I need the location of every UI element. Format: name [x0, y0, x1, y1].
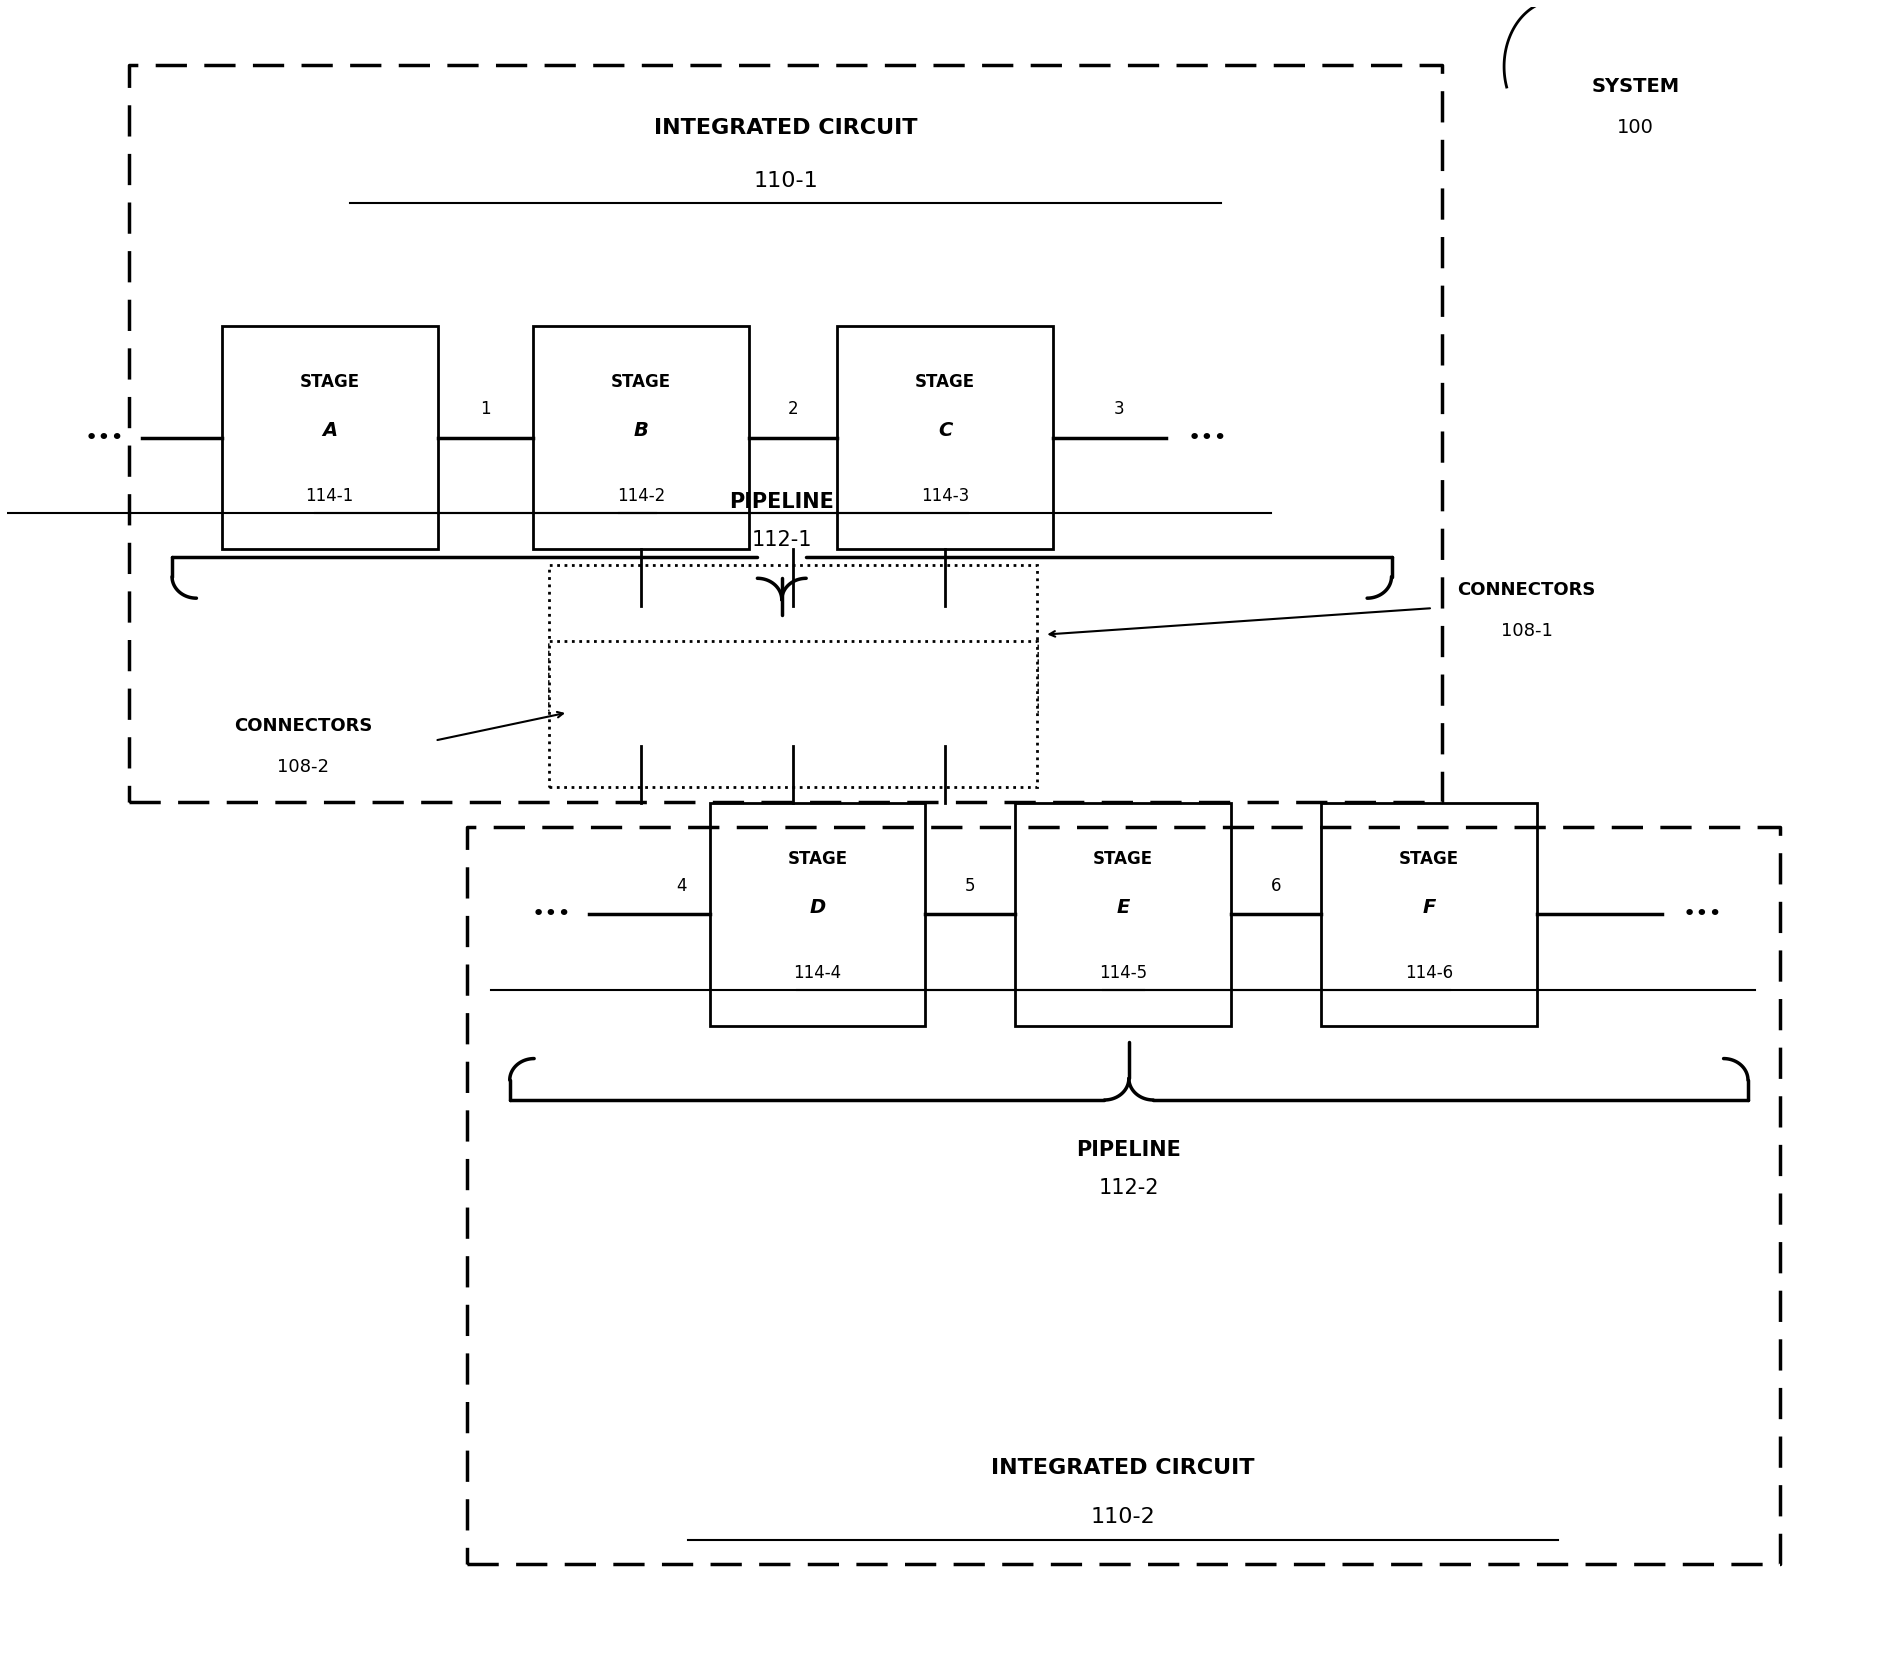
Text: D: D [808, 898, 825, 917]
Text: 114-5: 114-5 [1099, 964, 1147, 982]
Text: CONNECTORS: CONNECTORS [1456, 581, 1594, 600]
Text: STAGE: STAGE [300, 372, 359, 391]
Bar [1320, 803, 1536, 1027]
Text: 110-1: 110-1 [752, 170, 818, 190]
Text: •••: ••• [1683, 905, 1723, 925]
Bar [533, 326, 748, 549]
Text: A: A [321, 421, 336, 441]
Text: 114-4: 114-4 [793, 964, 841, 982]
Bar [748, 606, 837, 670]
Bar [595, 683, 686, 745]
Text: 114-6: 114-6 [1404, 964, 1453, 982]
Bar [550, 564, 1037, 711]
Text: 3: 3 [1115, 401, 1124, 419]
Text: 108-2: 108-2 [278, 758, 329, 777]
Bar [899, 683, 990, 745]
Text: INTEGRATED CIRCUIT: INTEGRATED CIRCUIT [992, 1458, 1254, 1478]
Bar [748, 683, 837, 745]
Text: E: E [1116, 898, 1130, 917]
Text: STAGE: STAGE [788, 850, 846, 868]
Text: 100: 100 [1617, 119, 1653, 137]
Bar [708, 803, 926, 1027]
Text: 108-1: 108-1 [1500, 623, 1551, 640]
Text: PIPELINE: PIPELINE [1077, 1139, 1181, 1159]
Text: 110-2: 110-2 [1090, 1508, 1154, 1528]
Text: STAGE: STAGE [1398, 850, 1458, 868]
Text: STAGE: STAGE [1092, 850, 1152, 868]
Bar [837, 326, 1052, 549]
Bar [550, 641, 1037, 787]
Text: SYSTEM: SYSTEM [1591, 77, 1679, 95]
Text: C: C [937, 421, 952, 441]
Text: STAGE: STAGE [914, 372, 975, 391]
Text: CONNECTORS: CONNECTORS [234, 716, 372, 735]
Text: •••: ••• [531, 905, 570, 925]
Text: 4: 4 [676, 877, 686, 895]
Text: 112-2: 112-2 [1098, 1177, 1158, 1197]
Text: 112-1: 112-1 [752, 529, 812, 549]
Text: 114-3: 114-3 [920, 486, 969, 504]
Bar [1014, 803, 1230, 1027]
Text: 114-2: 114-2 [616, 486, 665, 504]
Text: F: F [1422, 898, 1436, 917]
Bar [221, 326, 436, 549]
Text: 114-1: 114-1 [306, 486, 353, 504]
Text: INTEGRATED CIRCUIT: INTEGRATED CIRCUIT [654, 119, 916, 139]
Text: 6: 6 [1269, 877, 1281, 895]
Text: 1: 1 [480, 401, 491, 419]
Text: PIPELINE: PIPELINE [729, 493, 833, 513]
Bar [595, 606, 686, 670]
Text: STAGE: STAGE [610, 372, 671, 391]
Text: B: B [633, 421, 648, 441]
Text: •••: ••• [85, 428, 125, 448]
Text: 2: 2 [788, 401, 797, 419]
Bar [899, 606, 990, 670]
Text: •••: ••• [1186, 428, 1226, 448]
Text: 5: 5 [965, 877, 975, 895]
